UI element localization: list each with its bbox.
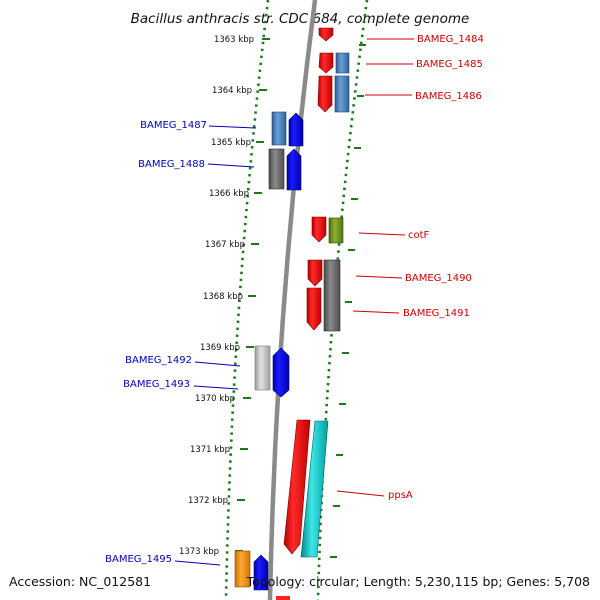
gene-label[interactable]: ppsA: [388, 490, 413, 501]
gene-label[interactable]: BAMEG_1487: [140, 120, 207, 131]
gene-label[interactable]: BAMEG_1491: [403, 308, 470, 319]
gene-feature[interactable]: [307, 259, 323, 287]
gene-feature[interactable]: [283, 419, 311, 555]
gene-label[interactable]: BAMEG_1484: [417, 34, 484, 45]
gene-label[interactable]: BAMEG_1486: [415, 91, 482, 102]
gene-feature[interactable]: [276, 596, 290, 600]
tick-label: 1366 kbp: [209, 189, 249, 199]
tick-marks-right: [330, 44, 366, 558]
gene-feature[interactable]: [271, 111, 287, 146]
gene-feature[interactable]: [234, 550, 251, 588]
tick-label: 1372 kbp: [188, 496, 228, 506]
gene-label[interactable]: BAMEG_1492: [125, 355, 192, 366]
gene-feature[interactable]: [306, 287, 322, 331]
backbone-line: [267, 0, 318, 600]
tick-label: 1364 kbp: [212, 86, 252, 96]
gene-feature[interactable]: [268, 148, 285, 190]
tick-label: 1370 kbp: [195, 394, 235, 404]
gene-feature[interactable]: [286, 148, 302, 191]
gene-feature[interactable]: [317, 75, 333, 113]
tick-label: 1368 kbp: [203, 292, 243, 302]
ruler-line-left: [224, 0, 270, 600]
gene-features: [234, 27, 350, 600]
gene-feature[interactable]: [300, 420, 329, 558]
tick-labels: 1363 kbp 1364 kbp 1365 kbp 1366 kbp 1367…: [179, 35, 254, 557]
genome-info-text: Topology: circular; Length: 5,230,115 bp…: [246, 574, 590, 589]
tick-label: 1373 kbp: [179, 547, 219, 557]
tick-label: 1365 kbp: [211, 138, 251, 148]
gene-label[interactable]: BAMEG_1485: [416, 59, 483, 70]
map-title: Bacillus anthracis str. CDC 684, complet…: [131, 11, 470, 27]
gene-feature[interactable]: [318, 52, 334, 74]
gene-feature[interactable]: [288, 112, 304, 147]
gene-label[interactable]: BAMEG_1490: [405, 273, 472, 284]
gene-feature[interactable]: [318, 27, 334, 42]
gene-label[interactable]: BAMEG_1488: [138, 159, 205, 170]
gene-label[interactable]: cotF: [408, 230, 430, 241]
label-connectors: [174, 38, 414, 566]
gene-feature[interactable]: [335, 52, 350, 74]
gene-label[interactable]: BAMEG_1495: [105, 554, 172, 565]
gene-feature[interactable]: [253, 554, 269, 591]
gene-labels: BAMEG_1484 BAMEG_1485 BAMEG_1486 BAMEG_1…: [105, 34, 484, 565]
gene-feature[interactable]: [323, 259, 341, 332]
gene-feature[interactable]: [334, 75, 350, 113]
tick-label: 1363 kbp: [214, 35, 254, 45]
gene-feature[interactable]: [311, 216, 327, 243]
gene-feature[interactable]: [254, 345, 271, 391]
gene-feature[interactable]: [272, 347, 290, 398]
gene-feature[interactable]: [328, 217, 344, 244]
tick-label: 1369 kbp: [200, 343, 240, 353]
accession-text: Accession: NC_012581: [9, 574, 151, 589]
gene-label[interactable]: BAMEG_1493: [123, 379, 190, 390]
tick-label: 1367 kbp: [205, 240, 245, 250]
tick-label: 1371 kbp: [190, 445, 230, 455]
